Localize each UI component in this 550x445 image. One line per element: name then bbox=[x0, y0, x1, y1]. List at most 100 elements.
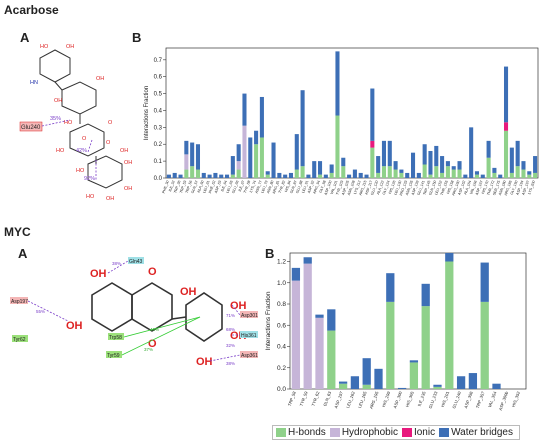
bar-segment bbox=[393, 161, 398, 170]
x-tick-label: SER_175 bbox=[492, 180, 501, 196]
x-tick-label: GLU_88 bbox=[295, 180, 303, 194]
x-tick-label: PHE_62 bbox=[208, 180, 216, 194]
x-tick-label: GLY_98 bbox=[319, 180, 327, 194]
panel-label-b-bottom: B bbox=[265, 246, 275, 261]
bar-segment bbox=[291, 280, 301, 389]
residue-label: Gln43 bbox=[129, 259, 143, 265]
pct-label: 42% bbox=[76, 148, 87, 154]
bar-segment bbox=[300, 90, 305, 167]
panel-label-a-top: A bbox=[20, 30, 30, 45]
x-tick-label: ILE_235 bbox=[417, 390, 427, 407]
atom-label: OH bbox=[180, 286, 197, 298]
bar-segment bbox=[236, 161, 241, 170]
atom-label: OH bbox=[90, 268, 107, 280]
bar-segment bbox=[515, 140, 520, 167]
bar-segment bbox=[329, 164, 334, 173]
x-tick-label: ASP_139 bbox=[411, 180, 420, 196]
x-tick-label: ILE_67 bbox=[238, 180, 246, 192]
bar-segment bbox=[503, 130, 509, 178]
x-tick-label: TYR_59 bbox=[299, 390, 309, 407]
bar-segment bbox=[376, 172, 381, 178]
bar-segment bbox=[381, 140, 387, 167]
bar-segment bbox=[201, 172, 206, 178]
bar-segment bbox=[190, 166, 195, 178]
bar-segment bbox=[440, 172, 445, 178]
y-tick-label: 0.2 bbox=[154, 142, 163, 148]
pct-label: 35% bbox=[50, 116, 61, 122]
bar-segment bbox=[294, 134, 299, 170]
y-tick-label: 0.7 bbox=[154, 58, 163, 64]
bar-segment bbox=[486, 157, 491, 178]
bar-segment bbox=[259, 96, 264, 138]
bar-segment bbox=[271, 142, 276, 178]
bar-segment bbox=[374, 368, 383, 389]
bar-segment bbox=[248, 137, 253, 178]
legend-label: Water bridges bbox=[451, 427, 513, 438]
x-tick-label: ALA_164 bbox=[463, 180, 472, 195]
panel-label-a-bottom: A bbox=[18, 246, 28, 261]
bar-segment bbox=[254, 130, 259, 145]
x-tick-label: GLN_57 bbox=[191, 180, 199, 194]
x-tick-label: TRP_36 bbox=[173, 180, 181, 194]
bar-segment bbox=[259, 137, 264, 178]
interactions-chart-myc: 0.0 0.2 0.4 0.6 0.8 1.0 1.2 Interactions Fracti… bbox=[265, 252, 527, 411]
bar-segment bbox=[352, 169, 357, 178]
bar-segment bbox=[445, 161, 450, 167]
residue-label: Tyr59 bbox=[107, 353, 120, 359]
bar-segment bbox=[393, 169, 398, 178]
x-tick-label: ARG_185 bbox=[504, 180, 513, 196]
atom-label: OH bbox=[230, 300, 247, 312]
bar-segment bbox=[503, 122, 509, 131]
x-tick-label: TYR_68 bbox=[243, 180, 251, 194]
bar-segment bbox=[451, 166, 456, 170]
bar-segment bbox=[350, 376, 360, 389]
residue-label: Tyr62 bbox=[13, 337, 26, 343]
bar-segment bbox=[370, 140, 375, 148]
bar-segment bbox=[184, 140, 189, 155]
bar-segment bbox=[492, 172, 497, 178]
bar-segment bbox=[195, 169, 201, 178]
x-tick-label: ASN_180 bbox=[498, 180, 507, 196]
x-tick-label: ASP_197 bbox=[521, 180, 530, 196]
residue-label: Asp361 bbox=[241, 353, 258, 359]
atom-label: OH bbox=[196, 356, 213, 368]
bar-segment bbox=[219, 174, 224, 178]
atom-label: O bbox=[108, 120, 113, 126]
atom-label: OH bbox=[96, 76, 104, 82]
bar-segment bbox=[335, 51, 340, 116]
x-tick-label: ASP_117 bbox=[364, 180, 373, 195]
bar-segment bbox=[224, 174, 230, 178]
x-tick-label: LEU_61 bbox=[202, 180, 210, 194]
x-tick-label: TYR_62 bbox=[310, 390, 320, 407]
x-tick-label: ASN_108 bbox=[347, 180, 356, 196]
atom-label: OH bbox=[124, 160, 132, 166]
atom-label: O bbox=[148, 338, 157, 350]
bar-segment bbox=[474, 171, 480, 175]
legend-swatch bbox=[329, 428, 340, 437]
pct-label: 37% bbox=[144, 347, 153, 352]
bar-segment bbox=[527, 171, 532, 175]
x-tick-label: HIS_201 bbox=[440, 390, 451, 408]
bar-segment bbox=[323, 174, 328, 178]
bar-segment bbox=[422, 164, 427, 178]
acarbose-bonds bbox=[39, 49, 123, 189]
x-tick-label: ARG_160 bbox=[451, 180, 460, 196]
atom-label: HO bbox=[76, 168, 85, 174]
bar-segment bbox=[468, 373, 478, 389]
x-tick-label: HIS_84 bbox=[284, 180, 292, 193]
legend-label: Hydrophobic bbox=[341, 427, 398, 438]
chart-legend: H-bonds Hydrophobic Ionic Water bridges bbox=[272, 425, 520, 440]
x-tick-label: ASP_356 bbox=[463, 390, 474, 409]
atom-label: OH bbox=[106, 196, 114, 202]
x-tick-label: GLU_233 bbox=[428, 390, 439, 409]
x-tick-label: TRP_53 bbox=[179, 180, 187, 194]
y-axis-label: Interactions Fraction bbox=[265, 291, 272, 350]
x-tick-label: THR_155 bbox=[440, 180, 449, 196]
bar-segment bbox=[445, 166, 450, 178]
bar-segment bbox=[370, 147, 375, 178]
x-tick-label: THR_172 bbox=[486, 180, 495, 196]
bar-segment bbox=[341, 157, 346, 167]
y-tick-label: 0.4 bbox=[277, 344, 286, 351]
bar-segment bbox=[347, 174, 352, 178]
bar-segment bbox=[172, 172, 177, 178]
